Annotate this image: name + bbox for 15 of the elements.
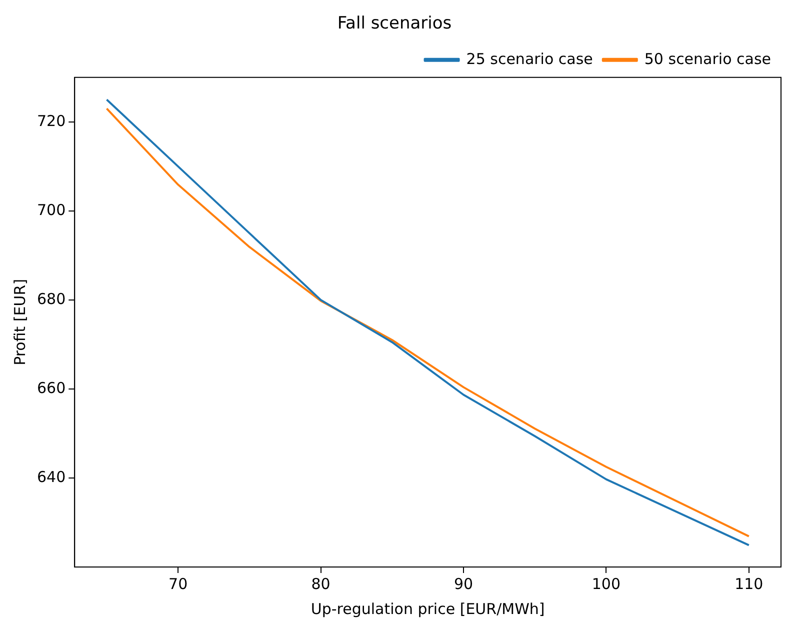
legend-label: 50 scenario case <box>644 50 772 68</box>
y-tick-label: 720 <box>36 112 66 130</box>
chart-title: Fall scenarios <box>337 14 452 34</box>
y-tick-label: 700 <box>36 200 66 219</box>
y-tick-label: 680 <box>36 290 66 308</box>
x-tick-label: 90 <box>454 574 474 593</box>
x-tick-label: 100 <box>592 574 621 593</box>
y-tick-label: 660 <box>36 378 66 397</box>
x-tick-label: 80 <box>311 574 330 593</box>
x-axis-title: Up-regulation price [EUR/MWh] <box>310 600 545 618</box>
y-tick-label: 640 <box>36 468 66 486</box>
x-tick-label: 110 <box>734 574 764 593</box>
x-tick-label: 70 <box>168 574 188 593</box>
y-axis-title: Profit [EUR] <box>10 278 29 366</box>
legend-label: 25 scenario case <box>466 50 593 68</box>
